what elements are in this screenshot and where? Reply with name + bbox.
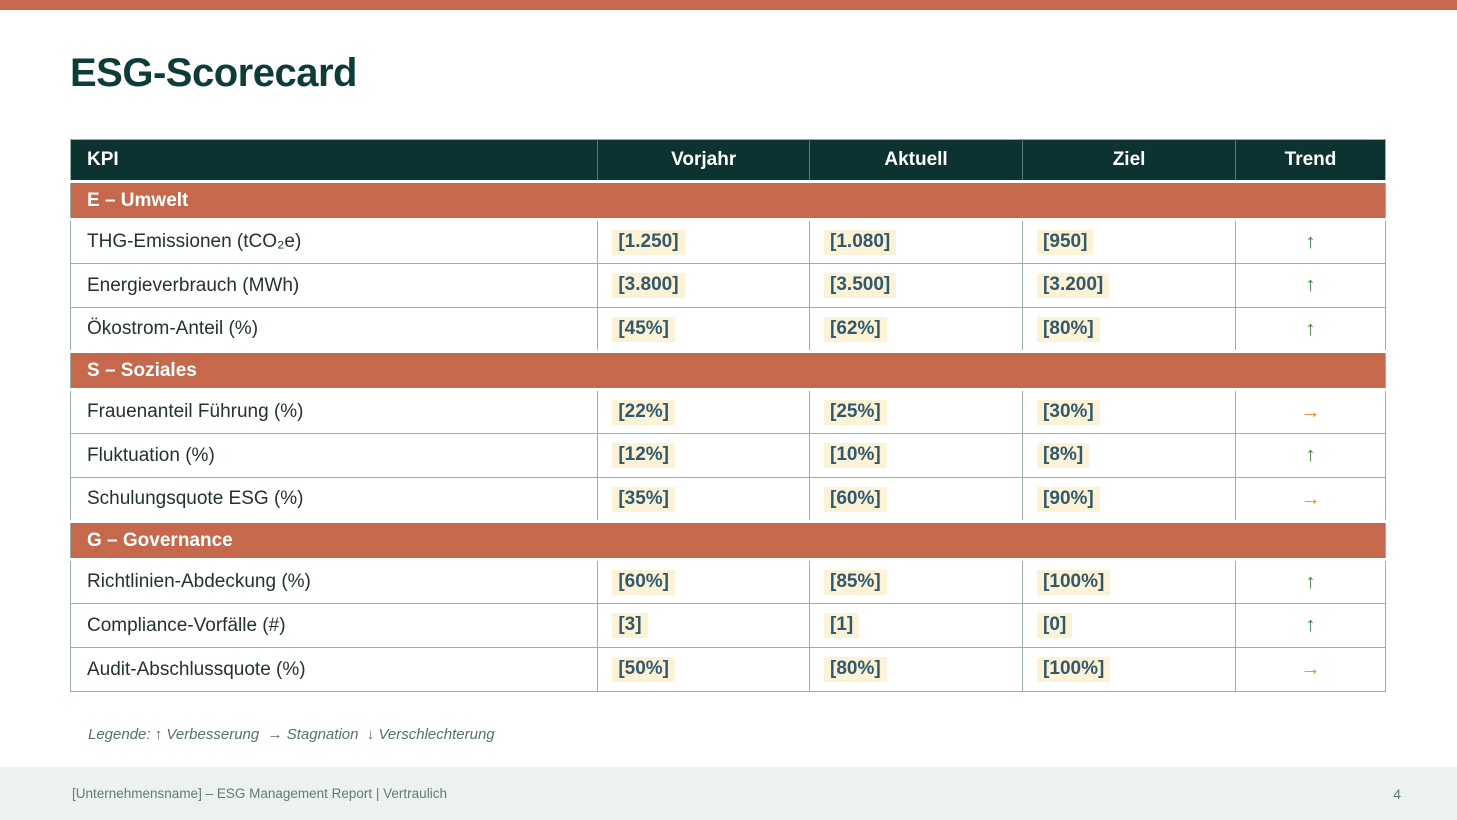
- value-ziel: [8%]: [1037, 443, 1090, 468]
- trend-right-arrow-icon: →: [1300, 487, 1321, 510]
- table-header-row: KPI Vorjahr Aktuell Ziel Trend: [70, 139, 1386, 183]
- value-aktuell: [80%]: [824, 657, 887, 682]
- page-number: 4: [1393, 785, 1401, 802]
- value-vorjahr: [35%]: [612, 486, 676, 512]
- table-row: Ökostrom-Anteil (%) [45%] [62%] [80%] ↑: [70, 307, 1386, 352]
- trend-up-arrow-icon: ↑: [1305, 274, 1316, 296]
- section-title-soziales: S – Soziales: [70, 350, 1386, 391]
- kpi-label: Frauenanteil Führung (%): [70, 389, 598, 434]
- trend-legend: Legende: ↑ Verbesserung → Stagnation ↓ V…: [88, 726, 495, 743]
- table-row: Audit-Abschlussquote (%) [50%] [80%] [10…: [70, 647, 1386, 692]
- kpi-label: THG-Emissionen (tCO₂e): [70, 219, 598, 264]
- value-ziel: [80%]: [1037, 316, 1100, 342]
- section-title-governance: G – Governance: [70, 520, 1386, 561]
- top-accent-bar: [0, 0, 1457, 10]
- value-aktuell: [85%]: [824, 569, 887, 595]
- trend-up-arrow-icon: ↑: [1305, 570, 1316, 593]
- table-row: Frauenanteil Führung (%) [22%] [25%] [30…: [70, 389, 1386, 434]
- trend-right-arrow-icon: →: [1300, 658, 1321, 680]
- kpi-label: Richtlinien-Abdeckung (%): [70, 559, 598, 604]
- section-row-soziales: S – Soziales: [70, 350, 1386, 391]
- kpi-label: Audit-Abschlussquote (%): [70, 647, 598, 692]
- page-title: ESG-Scorecard: [70, 51, 357, 95]
- value-ziel: [30%]: [1037, 399, 1100, 425]
- value-vorjahr: [60%]: [612, 569, 676, 595]
- kpi-label: Fluktuation (%): [70, 433, 598, 478]
- footer-text: [Unternehmensname] – ESG Management Repo…: [72, 786, 447, 801]
- value-ziel: [3.200]: [1037, 273, 1110, 298]
- value-vorjahr: [1.250]: [612, 229, 685, 255]
- esg-scorecard-table: KPI Vorjahr Aktuell Ziel Trend E – Umwel…: [70, 139, 1386, 692]
- value-vorjahr: [3]: [612, 613, 648, 638]
- value-aktuell: [1]: [824, 613, 860, 638]
- column-header-trend: Trend: [1235, 139, 1386, 183]
- value-vorjahr: [3.800]: [612, 273, 685, 298]
- section-title-umwelt: E – Umwelt: [70, 180, 1386, 221]
- column-header-vorjahr: Vorjahr: [597, 139, 810, 183]
- kpi-label: Compliance-Vorfälle (#): [70, 603, 598, 648]
- column-header-kpi: KPI: [70, 139, 598, 183]
- value-vorjahr: [45%]: [612, 316, 676, 342]
- table-row: Compliance-Vorfälle (#) [3] [1] [0] ↑: [70, 603, 1386, 648]
- value-ziel: [90%]: [1037, 486, 1100, 512]
- value-aktuell: [62%]: [824, 316, 887, 342]
- value-aktuell: [3.500]: [824, 273, 897, 298]
- kpi-label: Energieverbrauch (MWh): [70, 263, 598, 308]
- footer-bar: [Unternehmensname] – ESG Management Repo…: [0, 767, 1457, 820]
- value-aktuell: [10%]: [824, 443, 887, 468]
- value-ziel: [950]: [1037, 229, 1094, 255]
- column-header-aktuell: Aktuell: [809, 139, 1023, 183]
- value-aktuell: [1.080]: [824, 229, 897, 255]
- value-ziel: [100%]: [1037, 657, 1111, 682]
- value-ziel: [0]: [1037, 613, 1073, 638]
- table-row: THG-Emissionen (tCO₂e) [1.250] [1.080] […: [70, 219, 1386, 264]
- trend-up-arrow-icon: ↑: [1305, 444, 1316, 466]
- trend-up-arrow-icon: ↑: [1305, 614, 1316, 636]
- table-row: Energieverbrauch (MWh) [3.800] [3.500] […: [70, 263, 1386, 308]
- trend-up-arrow-icon: ↑: [1305, 230, 1316, 253]
- trend-up-arrow-icon: ↑: [1305, 317, 1316, 340]
- kpi-label: Ökostrom-Anteil (%): [70, 307, 598, 352]
- section-row-governance: G – Governance: [70, 520, 1386, 561]
- table-row: Fluktuation (%) [12%] [10%] [8%] ↑: [70, 433, 1386, 478]
- table-row: Richtlinien-Abdeckung (%) [60%] [85%] [1…: [70, 559, 1386, 604]
- column-header-ziel: Ziel: [1022, 139, 1236, 183]
- value-aktuell: [25%]: [824, 399, 887, 425]
- table-row: Schulungsquote ESG (%) [35%] [60%] [90%]…: [70, 477, 1386, 522]
- section-row-umwelt: E – Umwelt: [70, 180, 1386, 221]
- kpi-label: Schulungsquote ESG (%): [70, 477, 598, 522]
- value-vorjahr: [12%]: [612, 443, 676, 468]
- value-vorjahr: [50%]: [612, 657, 676, 682]
- value-aktuell: [60%]: [824, 486, 887, 512]
- value-vorjahr: [22%]: [612, 399, 676, 425]
- trend-right-arrow-icon: →: [1300, 400, 1321, 423]
- value-ziel: [100%]: [1037, 569, 1111, 595]
